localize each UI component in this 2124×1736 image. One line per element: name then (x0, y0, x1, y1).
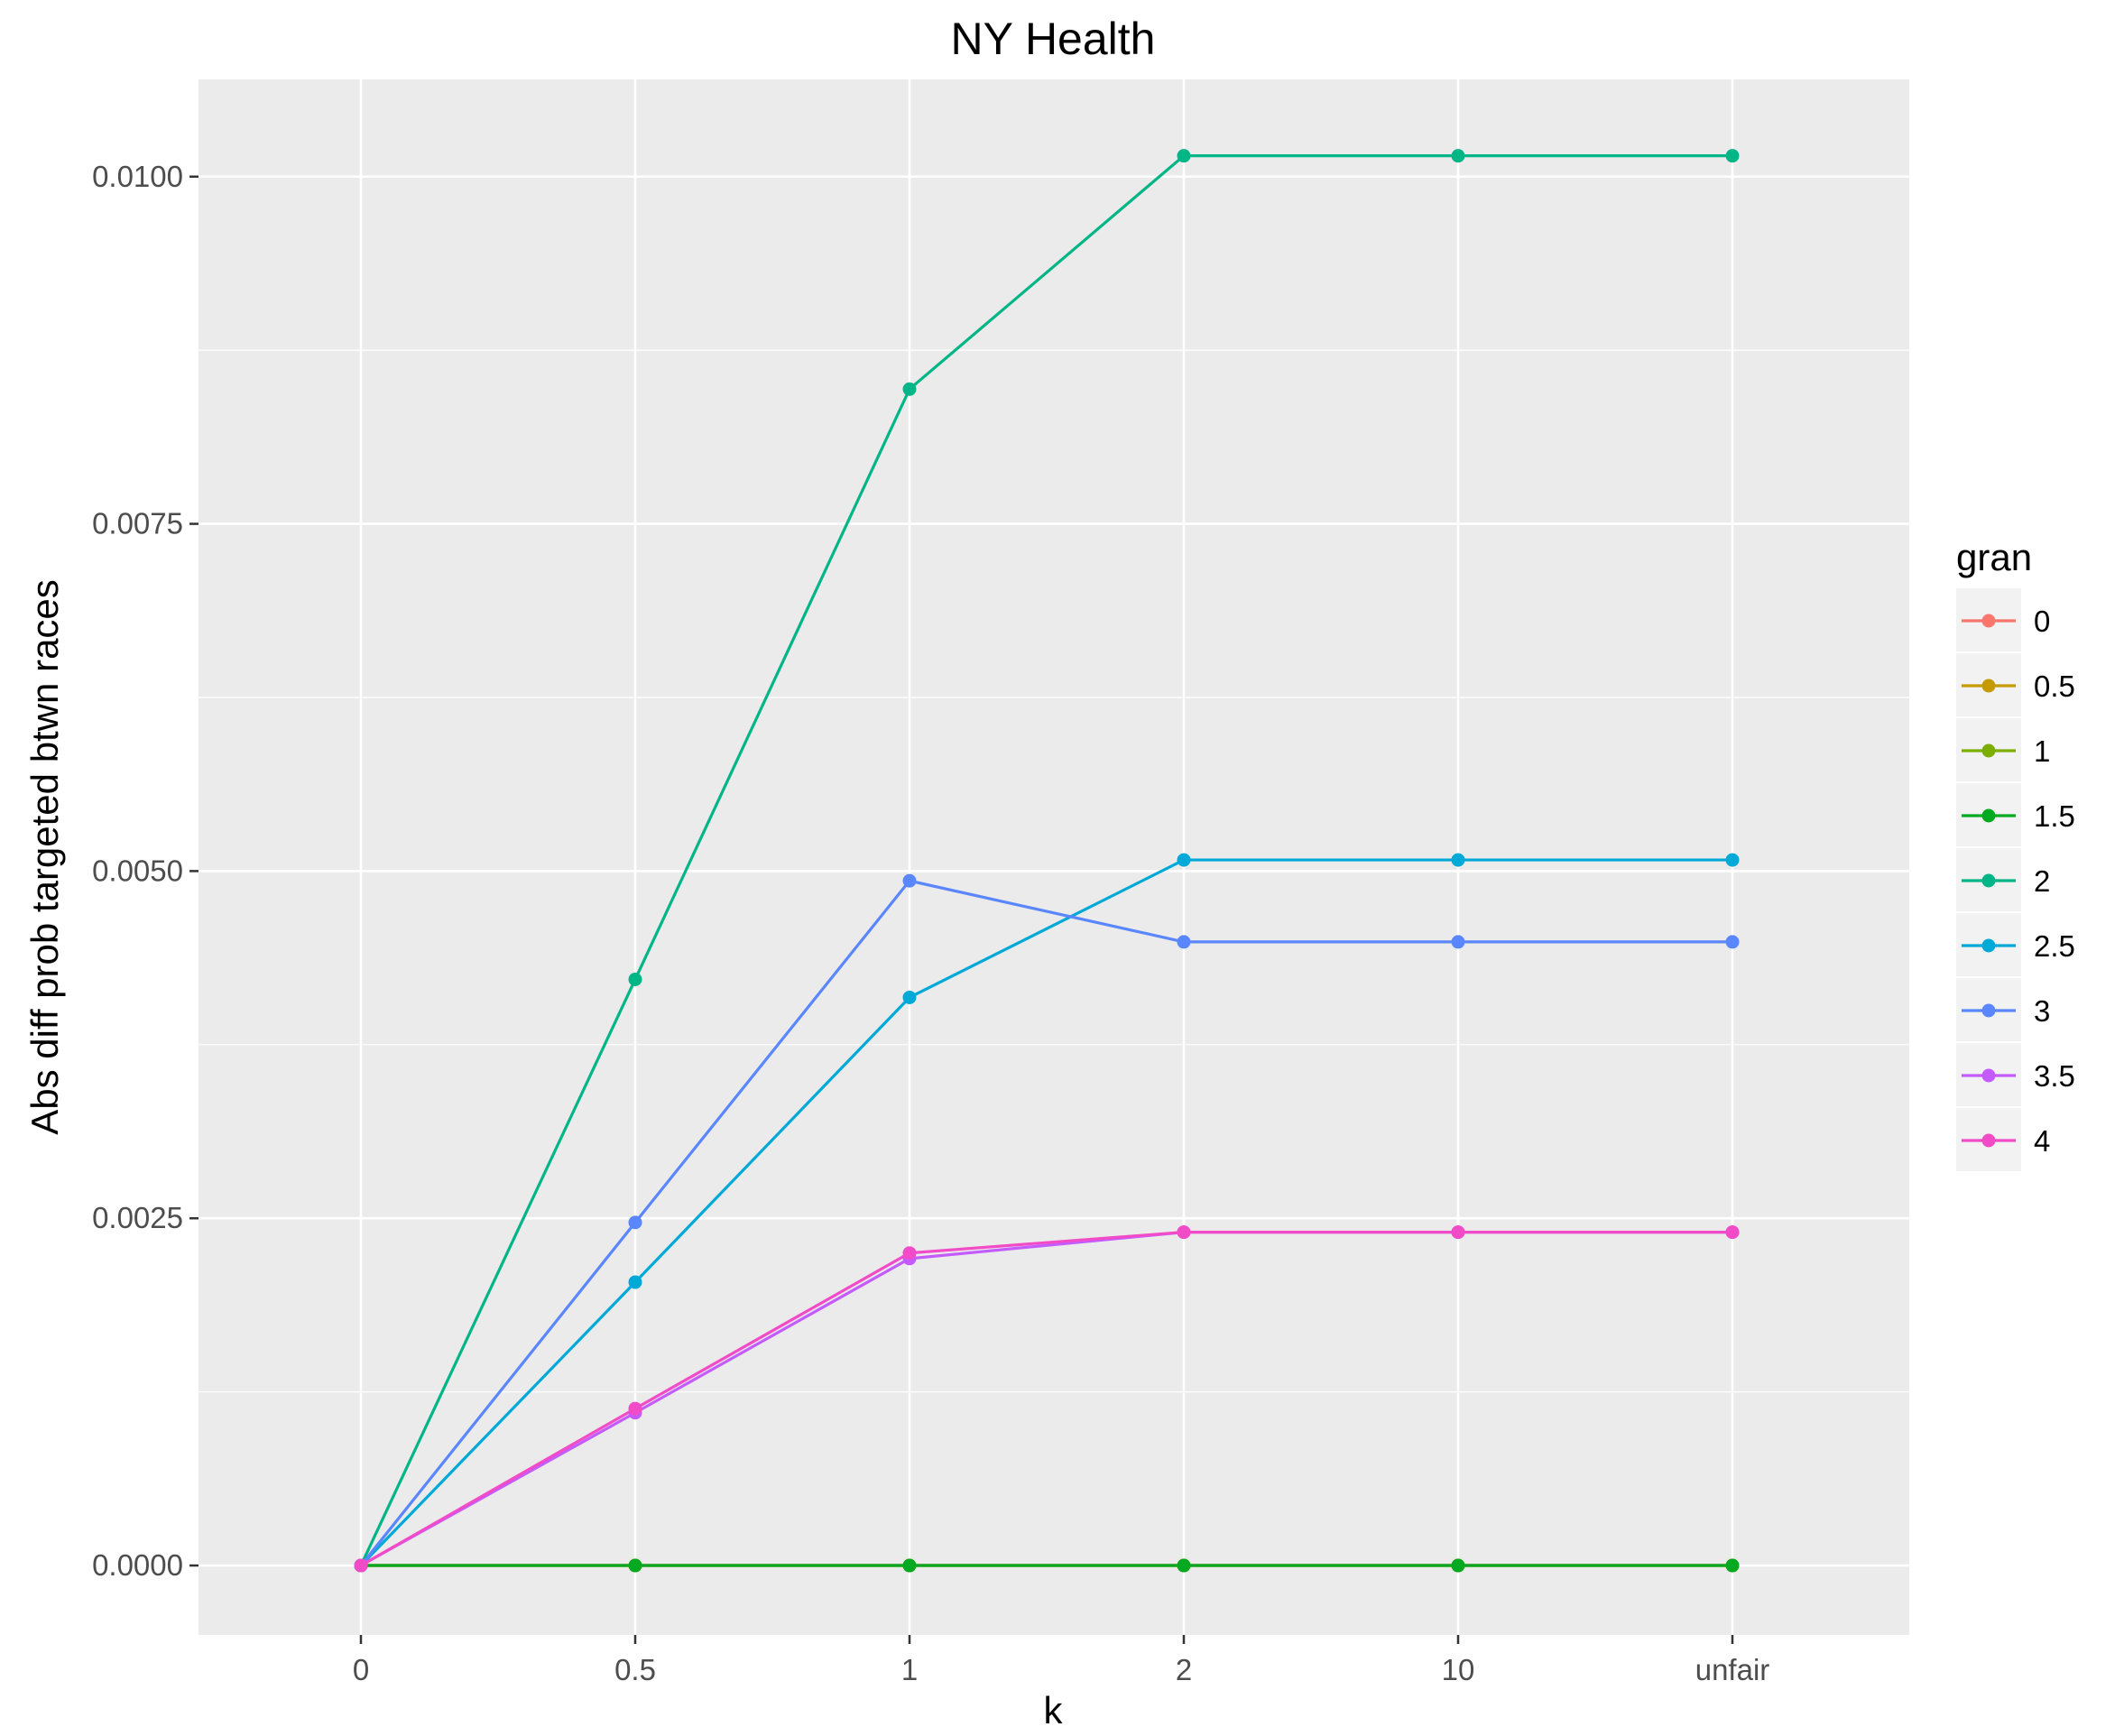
data-point (628, 1215, 642, 1230)
legend-item-4: 4 (1956, 1108, 2050, 1171)
legend-label: 2.5 (2034, 929, 2075, 963)
data-point (1177, 935, 1191, 949)
legend-label: 2 (2034, 864, 2050, 898)
y-tick-label: 0.0025 (92, 1201, 183, 1234)
y-axis-title: Abs diff prob targeted btwn races (23, 579, 66, 1135)
legend-key-point (1981, 614, 1996, 628)
legend-items: 0 0.5 1 1.5 2 2.5 3 3.5 4 (1956, 588, 2075, 1171)
legend-key-point (1981, 1003, 1996, 1018)
legend-key-point (1981, 808, 1996, 823)
legend-label: 1 (2034, 734, 2050, 768)
data-point (1451, 149, 1465, 163)
data-point (1451, 1225, 1465, 1240)
data-point (902, 1558, 917, 1573)
chart-title: NY Health (951, 14, 1156, 64)
legend-item-1.5: 1.5 (1956, 783, 2075, 846)
legend-label: 3 (2034, 994, 2050, 1028)
x-tick-label: 2 (1176, 1653, 1192, 1686)
y-tick-label: 0.0075 (92, 507, 183, 540)
data-point (1177, 1558, 1191, 1573)
series-line (359, 154, 1732, 1566)
series-line (359, 879, 1732, 1567)
data-point (628, 972, 642, 986)
x-tick-label: 0 (353, 1653, 369, 1686)
data-point (902, 873, 917, 888)
x-axis: 0 0.5 1 2 10 unfair (353, 1635, 1769, 1686)
series-4 (354, 1225, 1740, 1573)
legend: gran 0 0.5 1 1.5 2 2.5 3 3.5 4 (1956, 536, 2075, 1171)
y-tick-label: 0.0100 (92, 160, 183, 193)
x-axis-title: k (1044, 1689, 1064, 1731)
legend-item-0: 0 (1956, 588, 2050, 651)
data-point (1451, 853, 1465, 867)
y-axis: 0.0000 0.0025 0.0050 0.0075 0.0100 (92, 160, 199, 1582)
data-point (1451, 935, 1465, 949)
legend-item-1: 1 (1956, 718, 2050, 781)
data-point (1177, 149, 1191, 163)
legend-item-3.5: 3.5 (1956, 1043, 2075, 1106)
data-point (354, 1558, 368, 1573)
series-line (359, 858, 1732, 1567)
legend-title: gran (1956, 536, 2032, 578)
legend-key-point (1981, 938, 1996, 953)
series-line (360, 1231, 1732, 1567)
minor-gridlines (199, 349, 1909, 1393)
data-point (628, 1401, 642, 1416)
data-point (902, 382, 917, 396)
legend-label: 0.5 (2034, 669, 2075, 703)
data-point (1451, 1558, 1465, 1573)
plot-panel (199, 79, 1909, 1635)
legend-item-2: 2 (1956, 848, 2050, 911)
legend-key-point (1981, 1068, 1996, 1083)
legend-label: 0 (2034, 605, 2050, 638)
legend-item-2.5: 2.5 (1956, 913, 2075, 976)
legend-label: 1.5 (2034, 799, 2075, 833)
legend-item-3: 3 (1956, 978, 2050, 1041)
data-point (1177, 1225, 1191, 1240)
legend-item-0.5: 0.5 (1956, 653, 2075, 716)
data-point (1725, 935, 1740, 949)
legend-key-point (1981, 743, 1996, 758)
x-tick-label: 10 (1442, 1653, 1475, 1686)
legend-key-point (1981, 679, 1996, 693)
data-point (1725, 853, 1740, 867)
series-layer (354, 149, 1740, 1573)
legend-key-point (1981, 1133, 1996, 1148)
data-point (902, 1246, 917, 1260)
data-point (1725, 149, 1740, 163)
y-tick-label: 0.0000 (92, 1548, 183, 1582)
legend-label: 3.5 (2034, 1059, 2075, 1093)
data-point (628, 1558, 642, 1573)
data-point (1177, 853, 1191, 867)
data-point (628, 1275, 642, 1289)
data-point (1725, 1558, 1740, 1573)
x-tick-label: 1 (901, 1653, 918, 1686)
data-point (902, 990, 917, 1004)
x-tick-label: 0.5 (614, 1653, 656, 1686)
legend-key-point (1981, 873, 1996, 888)
data-point (1725, 1225, 1740, 1240)
legend-label: 4 (2034, 1124, 2050, 1158)
x-tick-label: unfair (1695, 1653, 1770, 1686)
y-tick-label: 0.0050 (92, 854, 183, 887)
